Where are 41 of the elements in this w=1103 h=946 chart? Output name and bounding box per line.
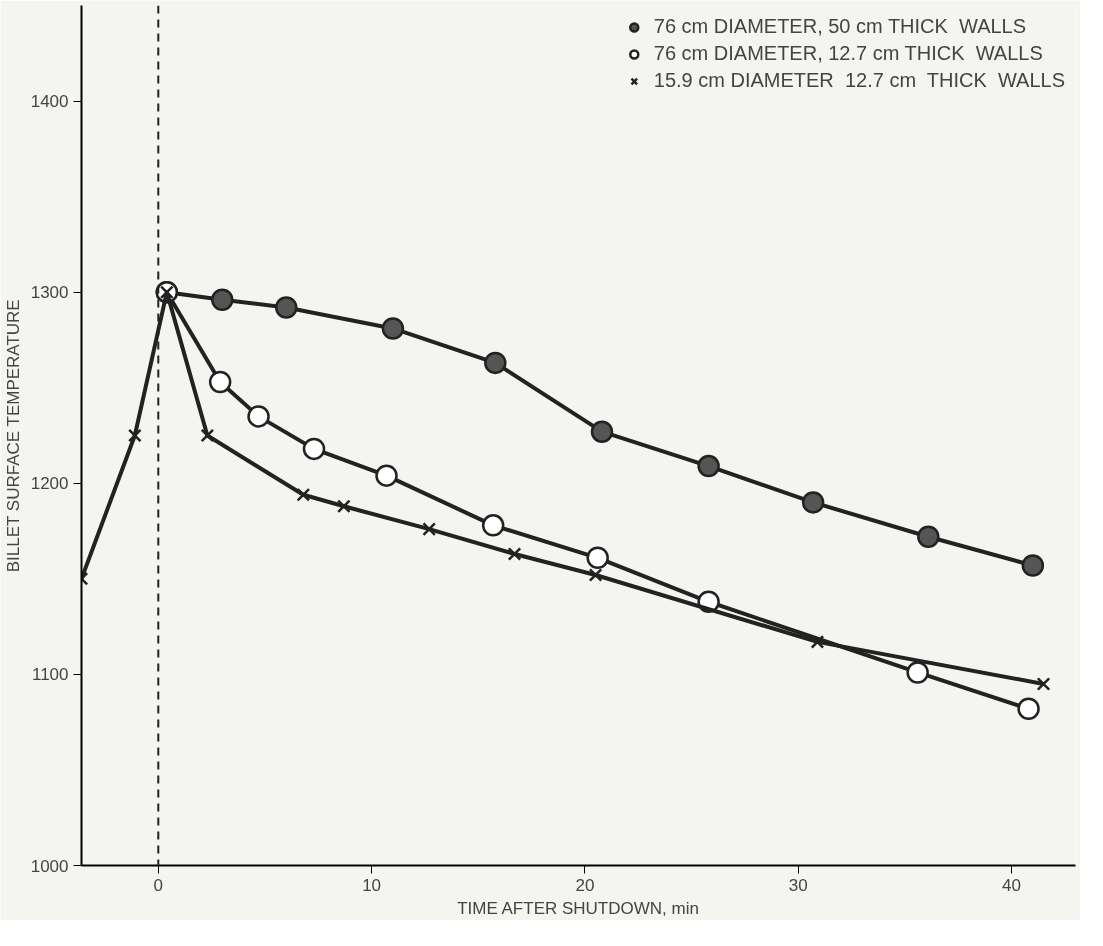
point — [1036, 677, 1051, 691]
point — [586, 546, 609, 570]
point — [484, 351, 507, 375]
y-tick-label: 1200 — [30, 474, 69, 494]
point — [336, 499, 351, 514]
legend-label: 76 cm DIAMETER, 12.7 cm THICK WALLS — [653, 42, 1043, 65]
x-axis-title: TIME AFTER SHUTDOWN, min — [457, 898, 699, 918]
point — [801, 491, 825, 514]
point — [200, 428, 215, 443]
point — [810, 634, 825, 649]
point — [127, 428, 142, 443]
point — [422, 522, 437, 537]
point — [375, 464, 398, 487]
point — [302, 437, 326, 461]
x-tick-label: 30 — [788, 875, 808, 895]
point — [1021, 554, 1045, 577]
point — [697, 454, 720, 478]
x-tick-label: 0 — [153, 875, 164, 895]
point — [481, 514, 505, 537]
point — [208, 370, 232, 394]
point — [917, 525, 940, 549]
y-tick-label: 1100 — [31, 665, 69, 685]
point — [247, 405, 270, 428]
y-tick-label: 1300 — [30, 283, 69, 303]
y-axis-title: BILLET SURFACE TEMPERATURE — [3, 299, 23, 573]
legend-label: 76 cm DIAMETER, 50 cm THICK WALLS — [653, 15, 1027, 38]
point — [507, 547, 522, 561]
x-tick-label: 10 — [362, 875, 382, 895]
x-tick-label: 20 — [575, 875, 595, 895]
y-tick-label: 1400 — [30, 92, 69, 112]
point — [296, 487, 311, 502]
y-tick-label: 1000 — [30, 856, 69, 876]
point — [1017, 697, 1040, 721]
point — [275, 296, 298, 319]
point — [590, 420, 614, 443]
point — [588, 568, 603, 582]
point — [211, 288, 234, 312]
point — [381, 317, 405, 340]
point — [906, 661, 929, 684]
legend-label: 15.9 cm DIAMETER 12.7 cm THICK WALLS — [653, 69, 1065, 92]
x-tick-label: 40 — [1002, 875, 1021, 895]
